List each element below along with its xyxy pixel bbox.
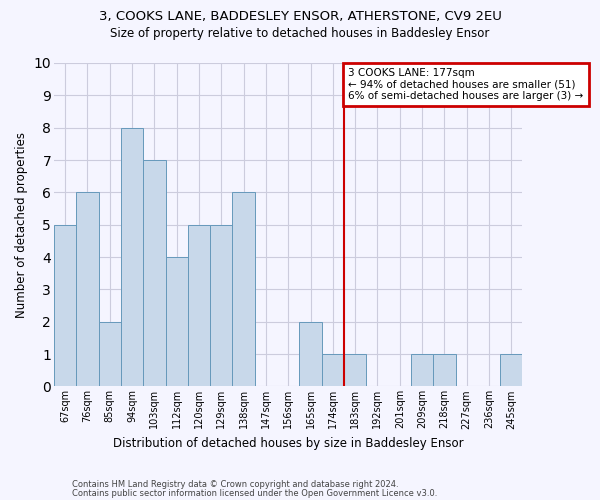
- Bar: [188, 224, 210, 386]
- Bar: [143, 160, 166, 386]
- Text: Size of property relative to detached houses in Baddesley Ensor: Size of property relative to detached ho…: [110, 28, 490, 40]
- Bar: [232, 192, 255, 386]
- Bar: [166, 257, 188, 386]
- Bar: [500, 354, 523, 386]
- Bar: [98, 322, 121, 386]
- X-axis label: Distribution of detached houses by size in Baddesley Ensor: Distribution of detached houses by size …: [113, 437, 464, 450]
- Bar: [54, 224, 76, 386]
- Bar: [411, 354, 433, 386]
- Y-axis label: Number of detached properties: Number of detached properties: [15, 132, 28, 318]
- Text: 3 COOKS LANE: 177sqm
← 94% of detached houses are smaller (51)
6% of semi-detach: 3 COOKS LANE: 177sqm ← 94% of detached h…: [349, 68, 584, 101]
- Bar: [121, 128, 143, 386]
- Bar: [76, 192, 98, 386]
- Bar: [210, 224, 232, 386]
- Text: Contains public sector information licensed under the Open Government Licence v3: Contains public sector information licen…: [72, 488, 437, 498]
- Bar: [344, 354, 366, 386]
- Bar: [299, 322, 322, 386]
- Text: Contains HM Land Registry data © Crown copyright and database right 2024.: Contains HM Land Registry data © Crown c…: [72, 480, 398, 489]
- Text: 3, COOKS LANE, BADDESLEY ENSOR, ATHERSTONE, CV9 2EU: 3, COOKS LANE, BADDESLEY ENSOR, ATHERSTO…: [98, 10, 502, 23]
- Bar: [322, 354, 344, 386]
- Bar: [433, 354, 455, 386]
